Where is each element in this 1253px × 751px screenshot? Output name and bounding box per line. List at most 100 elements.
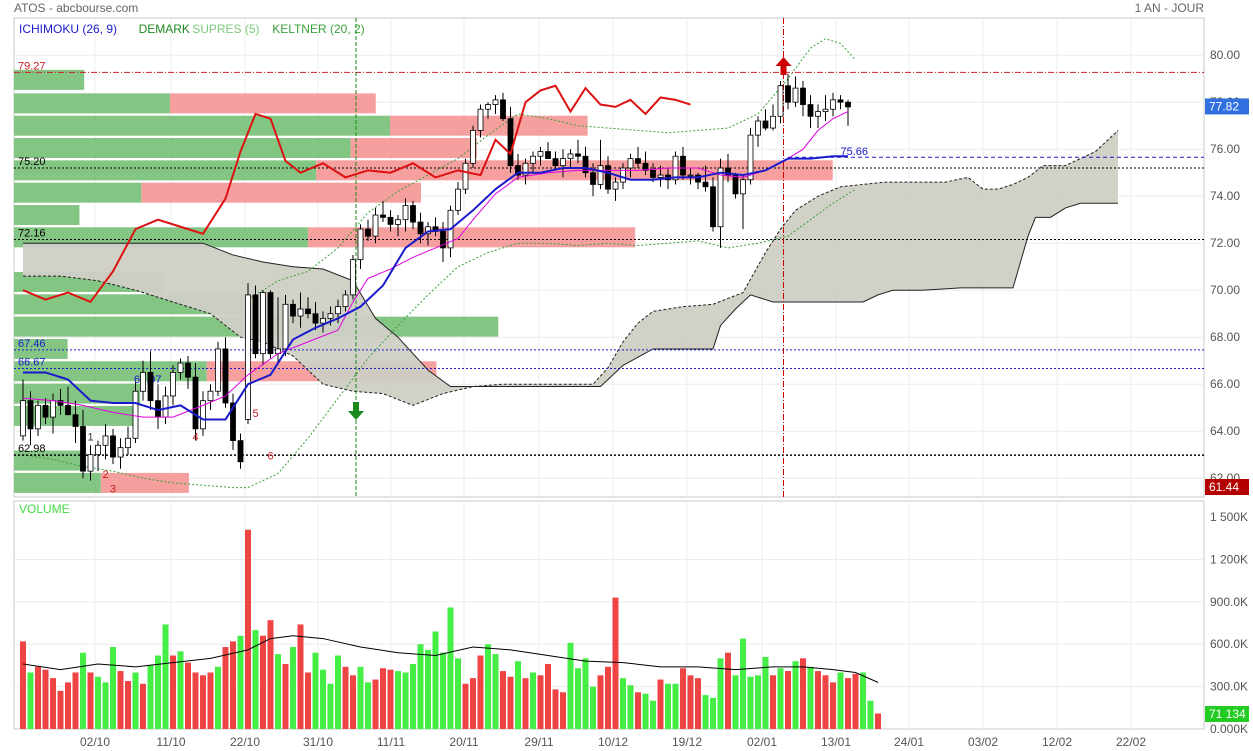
candle-down [192, 376, 199, 430]
candle-up [792, 87, 799, 103]
volume-bar-up [395, 671, 401, 729]
candle-down [72, 414, 79, 427]
volume-bar-up [147, 665, 154, 729]
candle-down [65, 404, 71, 416]
date-axis-tick-label: 19/12 [672, 735, 702, 749]
candle-down [290, 303, 296, 317]
date-axis-tick-label: 03/02 [968, 735, 998, 749]
candle-down [635, 158, 641, 164]
candle-down [222, 348, 229, 404]
volume-bar-up [732, 675, 739, 729]
buy-signal-arrow [348, 402, 364, 420]
indicator-legend-item: SUPRES (5) [192, 22, 259, 36]
volume-profile-sell-bar [100, 472, 189, 493]
date-axis-tick-label: 20/11 [449, 735, 478, 749]
volume-bar-down [35, 666, 41, 729]
volume-bar-down [830, 682, 836, 729]
indicator-legend-item: KELTNER (20, 2) [272, 22, 364, 36]
volume-bar-down [845, 678, 851, 729]
price-axis-tick-label: 70.00 [1210, 283, 1240, 297]
candle-down [545, 151, 551, 160]
volume-bar-up [275, 654, 281, 729]
candle-down [237, 440, 244, 463]
candle-up [95, 444, 101, 456]
low-price-badge [1205, 479, 1249, 495]
candle-down [762, 120, 769, 129]
volume-bar-up [162, 624, 169, 729]
volume-profile-buy-bar [14, 227, 308, 248]
volume-bar-up [132, 672, 139, 729]
candle-down [110, 435, 116, 458]
volume-profile-sell-bar [141, 182, 421, 203]
volume-bar-up [440, 652, 446, 729]
date-axis-tick-label: 02/01 [747, 735, 777, 749]
volume-profile-buy-bar [14, 138, 351, 159]
volume-bar-up [807, 666, 814, 729]
candle-down [312, 313, 319, 324]
candle-up [207, 390, 214, 402]
volume-bar-up [747, 676, 754, 729]
candle-up [395, 219, 401, 225]
candle-up [357, 228, 364, 261]
level-label: 72.16 [18, 227, 46, 239]
volume-bar-down [545, 664, 551, 729]
volume-bar-up [237, 635, 244, 729]
volume-bar-down [65, 682, 71, 729]
candle-up [200, 400, 206, 430]
volume-bar-down [725, 652, 731, 729]
volume-bar-down [605, 666, 611, 729]
candle-up [560, 158, 566, 167]
volume-bar-up [650, 700, 656, 729]
level-label: 79.27 [18, 60, 46, 72]
candle-down [837, 99, 844, 103]
candle-up [20, 400, 26, 437]
candle-up [170, 372, 176, 397]
volume-bar-up [177, 651, 184, 729]
volume-bar-up [357, 666, 364, 729]
candle-up [770, 115, 776, 129]
volume-bar-down [230, 641, 236, 729]
volume-bar-down [822, 675, 829, 729]
candle-up [140, 372, 146, 392]
volume-profile-buy-bar [14, 361, 207, 382]
candle-up [747, 134, 754, 181]
candle-up [470, 129, 476, 164]
candle-down [80, 426, 86, 472]
price-axis-tick-label: 64.00 [1210, 424, 1240, 438]
keltner-upper-band [247, 38, 856, 301]
volume-bar-down [612, 597, 619, 729]
volume-bar-up [665, 683, 671, 729]
date-axis-tick-label: 11/11 [377, 735, 406, 749]
volume-axis-tick-label: 1 200K [1210, 552, 1248, 566]
volume-bar-up [530, 672, 536, 729]
candle-up [657, 174, 664, 178]
volume-bar-up [740, 638, 746, 729]
candle-down [387, 216, 394, 225]
candle-up [537, 151, 544, 157]
candle-down [785, 85, 791, 103]
candle-up [755, 120, 761, 136]
demark-count-label: 1 [88, 432, 94, 444]
candle-up [485, 104, 491, 110]
date-axis-tick-label: 02/10 [80, 735, 110, 749]
volume-bar-up [290, 647, 296, 729]
candle-up [282, 303, 289, 350]
price-axis-tick-label: 74.00 [1210, 189, 1240, 203]
volume-bar-up [777, 668, 784, 729]
date-axis-tick-label: 13/01 [821, 735, 851, 749]
candle-up [215, 348, 221, 392]
volume-bar-up [860, 672, 866, 729]
candle-up [620, 167, 626, 183]
date-axis-tick-label: 22/02 [1116, 735, 1146, 749]
candle-up [260, 292, 266, 355]
volume-axis-tick-label: 900.0K [1210, 595, 1248, 609]
volume-bar-up [455, 658, 461, 729]
volume-bar-down [537, 675, 544, 729]
volume-bar-up [717, 658, 724, 729]
candle-up [597, 165, 604, 185]
candle-up [132, 390, 139, 439]
ichimoku-tenkan-line [23, 155, 848, 421]
candle-down [642, 162, 649, 171]
demark-count-label: 4 [193, 432, 199, 444]
volume-profile-buy-bar [14, 93, 170, 114]
